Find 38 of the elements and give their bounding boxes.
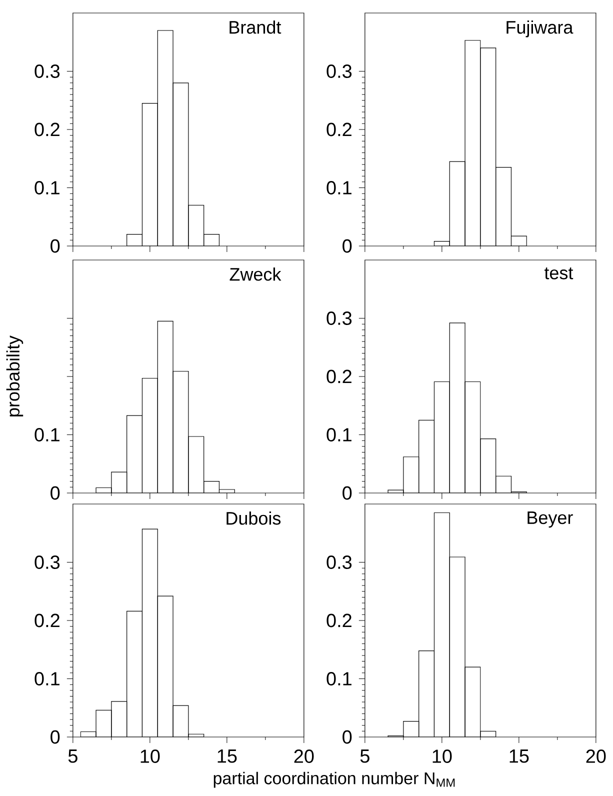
chart-title: Beyer (528, 512, 574, 528)
x-tick-label: 20 (294, 750, 314, 763)
chart-title: Fujiwara (506, 20, 574, 38)
y-tick-label: 0.3 (326, 64, 352, 78)
y-tick-label: 0.1 (326, 181, 352, 194)
y-tick-label: 0 (50, 239, 60, 253)
x-tick-label: 5 (360, 750, 370, 763)
y-tick-label: 0.2 (326, 122, 352, 136)
y-tick-label: 0.3 (326, 312, 352, 325)
y-tick-label: 0 (342, 486, 352, 500)
x-tick-label: 10 (140, 750, 160, 763)
y-tick-label: 0.1 (326, 428, 352, 442)
y-tick-label: 0.1 (34, 672, 60, 686)
y-tick-label: 0.3 (34, 64, 60, 78)
y-tick-label: 0 (50, 486, 60, 500)
y-tick-label: 0.3 (326, 556, 352, 569)
x-tick-label: 10 (432, 750, 452, 763)
y-tick-label: 0.3 (34, 556, 60, 569)
chart-title: test (544, 268, 574, 280)
y-tick-label: 0.2 (34, 122, 60, 136)
chart-title: Zweck (230, 268, 282, 281)
x-tick-label: 20 (586, 750, 606, 763)
chart-title: Dubois (226, 512, 281, 525)
x-tick-label: 15 (218, 750, 237, 763)
y-tick-label: 0.1 (34, 181, 60, 194)
y-tick-label: 0 (342, 239, 352, 253)
y-axis-title: probability (6, 336, 24, 416)
y-tick-label: 0.1 (326, 672, 352, 686)
y-tick-label: 0.2 (34, 614, 60, 628)
x-tick-label: 15 (510, 750, 529, 763)
chart-title: Brandt (230, 20, 282, 34)
y-tick-label: 0 (50, 730, 60, 744)
y-tick-label: 0.2 (326, 370, 352, 384)
y-tick-label: 0.1 (34, 428, 60, 442)
x-axis-title: partial coordination number N$_{MM}$ (214, 772, 455, 788)
y-tick-label: 0.2 (326, 614, 352, 628)
y-tick-label: 0 (342, 730, 352, 744)
x-tick-label: 5 (68, 750, 78, 763)
